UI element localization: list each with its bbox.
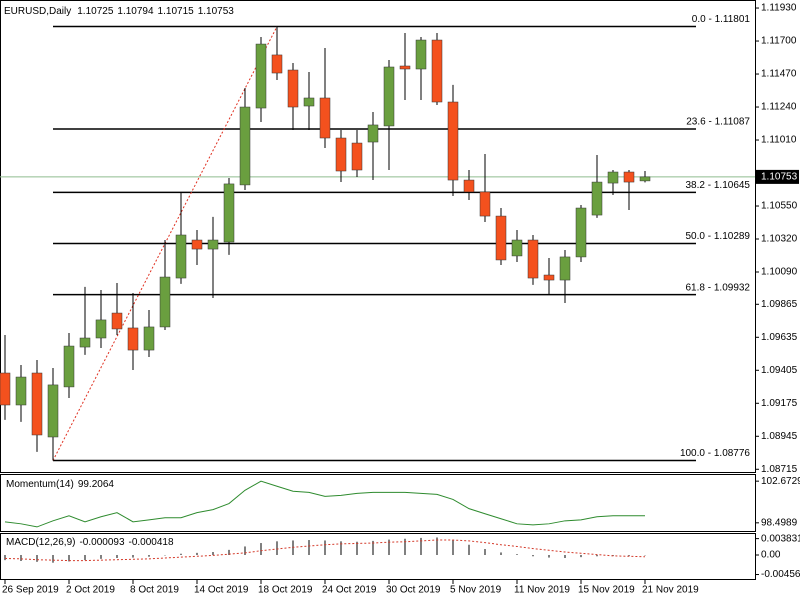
- y-tick-label: -0.004564: [761, 569, 800, 580]
- y-tick-label: 1.10320: [761, 234, 798, 245]
- x-tick-label: 5 Nov 2019: [450, 585, 502, 596]
- fib-label: 38.2 - 1.10645: [686, 180, 751, 191]
- low: 1.10715: [158, 6, 195, 17]
- y-tick-label: 1.08945: [761, 431, 798, 442]
- x-tick-label: 8 Oct 2019: [130, 585, 179, 596]
- candle-body: [191, 239, 203, 250]
- candle-body: [383, 66, 395, 127]
- y-tick-label: 0.003831: [761, 533, 800, 544]
- fib-label: 100.0 - 1.08776: [680, 448, 750, 459]
- y-tick-label: 102.6729: [761, 476, 800, 487]
- price-box: [756, 169, 799, 184]
- x-tick-label: 15 Nov 2019: [578, 585, 635, 596]
- candle-body: [79, 337, 91, 348]
- x-tick-label: 14 Oct 2019: [194, 585, 249, 596]
- candle-body: [175, 234, 187, 279]
- candle-body: [591, 181, 603, 216]
- candle-body: [143, 326, 155, 351]
- high: 1.10794: [117, 6, 154, 17]
- x-tick-label: 18 Oct 2019: [258, 585, 313, 596]
- candle-body: [399, 65, 411, 70]
- macd-panel: [0, 533, 756, 580]
- candle-body: [239, 106, 251, 186]
- x-tick-label: 21 Nov 2019: [642, 585, 699, 596]
- candle-body: [623, 171, 635, 183]
- y-tick-label: 1.11240: [761, 102, 797, 113]
- indicator-value: 99.2064: [78, 479, 115, 490]
- candle-body: [207, 239, 219, 250]
- x-tick-label: 24 Oct 2019: [322, 585, 377, 596]
- candle-body: [159, 276, 171, 328]
- symbol-header: EURUSD,Daily 1.10725 1.10794 1.10715 1.10753: [4, 6, 234, 17]
- x-tick-label: 26 Sep 2019: [2, 585, 59, 596]
- candle-body: [255, 43, 267, 109]
- candle-body: [31, 372, 43, 436]
- price-label: 1.10753: [761, 172, 798, 183]
- candle-body: [303, 97, 315, 107]
- candle-body: [15, 376, 27, 406]
- momentum-panel: [0, 474, 756, 532]
- fib-label: 50.0 - 1.10289: [686, 231, 751, 242]
- indicator-name: Momentum(14): [6, 479, 74, 490]
- candle-body: [63, 345, 75, 388]
- signal-line: [4, 539, 646, 562]
- macd-value: -0.000093: [79, 537, 124, 548]
- candle-body: [47, 384, 59, 438]
- candle-body: [223, 183, 235, 243]
- fib-label: 0.0 - 1.11801: [692, 14, 751, 25]
- close: 1.10753: [198, 6, 235, 17]
- y-tick-label: 98.4989: [761, 517, 798, 528]
- fib-label: 61.8 - 1.09932: [686, 282, 751, 293]
- open: 1.10725: [77, 6, 114, 17]
- y-tick-label: 0.00: [761, 550, 781, 561]
- candle-body: [463, 179, 475, 193]
- y-tick-label: 1.09865: [761, 299, 798, 310]
- candle-body: [543, 274, 555, 281]
- candle-body: [367, 124, 379, 143]
- candle-body: [559, 256, 571, 281]
- main-panel: [0, 0, 756, 473]
- x-tick-label: 30 Oct 2019: [386, 585, 441, 596]
- indicator-name: MACD(12,26,9): [6, 537, 75, 548]
- candle-body: [639, 176, 651, 182]
- y-tick-label: 1.11470: [761, 69, 797, 80]
- candle-body: [319, 97, 331, 139]
- candle-body: [287, 69, 299, 108]
- signal-value: -0.000418: [129, 537, 174, 548]
- momentum-line: [4, 480, 646, 528]
- candle-body: [335, 137, 347, 172]
- x-tick-label: 2 Oct 2019: [66, 585, 115, 596]
- candle-body: [511, 239, 523, 257]
- y-tick-label: 1.11010: [761, 135, 797, 146]
- candle-body: [607, 171, 619, 184]
- candle-body: [431, 39, 443, 103]
- candle-body: [495, 215, 507, 261]
- y-tick-label: 1.11930: [761, 3, 797, 14]
- candle-body: [95, 319, 107, 339]
- x-tick-label: 11 Nov 2019: [514, 585, 570, 596]
- candle-body: [447, 101, 459, 181]
- candle-body: [271, 54, 283, 74]
- candle-body: [111, 312, 123, 330]
- candle-body: [127, 327, 139, 351]
- candle-body: [415, 39, 427, 70]
- candle-body: [527, 239, 539, 279]
- y-tick-label: 1.08715: [761, 464, 798, 475]
- symbol: EURUSD,Daily: [4, 6, 71, 17]
- fib-label: 23.6 - 1.11087: [686, 117, 750, 128]
- momentum-header: Momentum(14) 99.2064: [6, 479, 114, 490]
- y-tick-label: 1.09635: [761, 332, 798, 343]
- candle-body: [0, 372, 11, 406]
- y-tick-label: 1.11700: [761, 36, 797, 47]
- y-tick-label: 1.10090: [761, 267, 798, 278]
- candle-body: [575, 207, 587, 258]
- candle-body: [479, 191, 491, 217]
- y-tick-label: 1.09175: [761, 398, 798, 409]
- candle-body: [351, 142, 363, 171]
- y-tick-label: 1.09405: [761, 365, 798, 376]
- macd-header: MACD(12,26,9) -0.000093 -0.000418: [6, 537, 174, 548]
- y-tick-label: 1.10550: [761, 201, 798, 212]
